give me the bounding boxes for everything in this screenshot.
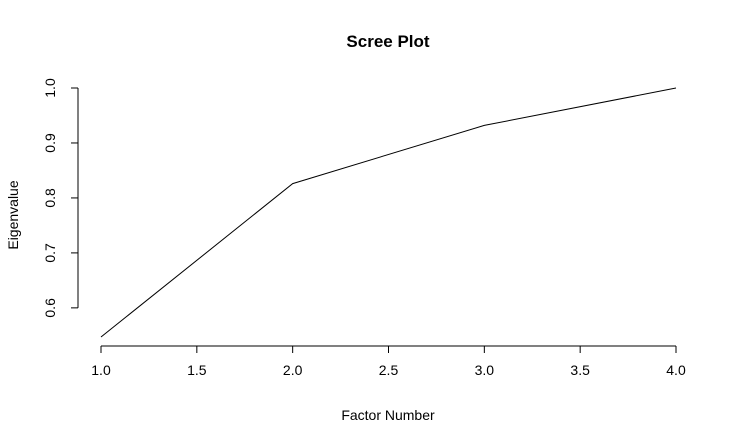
y-tick-label: 1.0	[42, 78, 58, 98]
y-axis-title: Eigenvalue	[5, 180, 21, 249]
y-axis: 0.6 0.7 0.8 0.9 1.0	[42, 78, 79, 318]
x-tick-label: 1.5	[187, 362, 207, 378]
eigenvalue-line	[100, 87, 677, 338]
y-tick-label: 0.9	[42, 133, 58, 153]
x-tick-label: 2.5	[379, 362, 399, 378]
x-axis-title: Factor Number	[341, 407, 435, 423]
x-tick-label: 4.0	[666, 362, 686, 378]
x-tick-label: 3.5	[570, 362, 590, 378]
y-tick-label: 0.8	[42, 188, 58, 208]
x-tick-label: 2.0	[283, 362, 303, 378]
y-tick-label: 0.7	[42, 243, 58, 263]
x-tick-label: 3.0	[475, 362, 495, 378]
x-axis: 1.0 1.5 2.0 2.5 3.0 3.5 4.0	[91, 345, 686, 378]
x-tick-label: 1.0	[91, 362, 111, 378]
chart-title: Scree Plot	[346, 32, 429, 51]
y-tick-label: 0.6	[42, 298, 58, 318]
